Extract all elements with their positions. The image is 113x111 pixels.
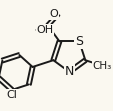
Text: OH: OH <box>36 25 53 35</box>
Text: CH₃: CH₃ <box>92 61 111 71</box>
Text: O: O <box>49 9 58 19</box>
Text: Cl: Cl <box>6 90 17 100</box>
Text: N: N <box>64 65 73 78</box>
Text: S: S <box>75 35 82 48</box>
